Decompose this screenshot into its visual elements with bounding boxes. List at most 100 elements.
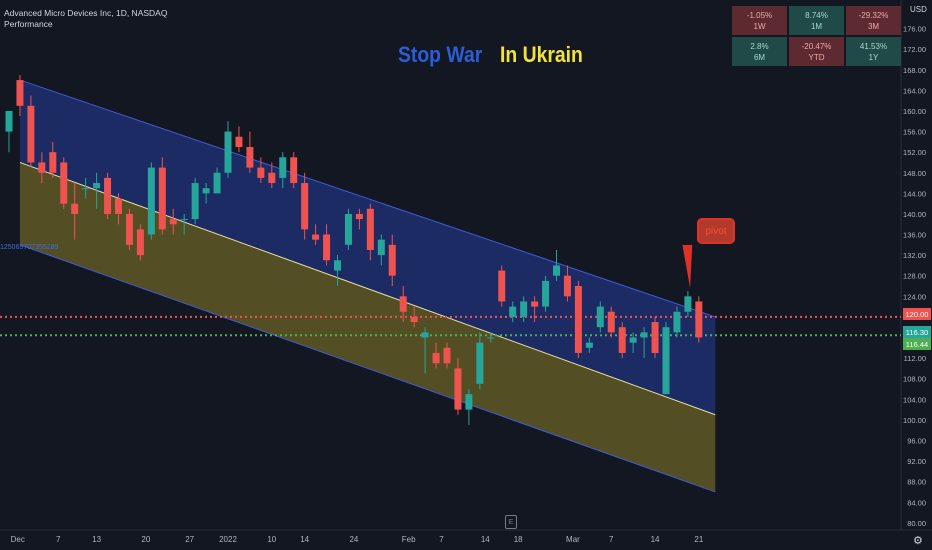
x-tick-label: 14 <box>481 535 490 544</box>
y-tick-label: 148.00 <box>903 169 926 178</box>
performance-table: -1.05% 1W 8.74% 1M -29.32% 3M 2.8% 6M -20.47… <box>732 6 901 66</box>
candle-body <box>158 167 166 230</box>
candle-body <box>323 234 331 261</box>
y-tick-label: 164.00 <box>903 86 926 95</box>
candle-body <box>38 162 46 173</box>
perf-cell-ytd: -20.47% YTD <box>789 37 844 66</box>
currency-label: USD <box>910 5 927 14</box>
events-icon[interactable]: E <box>505 515 517 529</box>
candle-body <box>246 147 254 168</box>
candle-body <box>443 347 451 364</box>
x-tick-label: 21 <box>694 535 703 544</box>
y-tick-label: 92.00 <box>907 457 926 466</box>
x-tick-label: 27 <box>185 535 194 544</box>
perf-cell-6m: 2.8% 6M <box>732 37 787 66</box>
candle-body <box>115 198 122 214</box>
x-tick-label: 10 <box>267 535 276 544</box>
y-tick-label: 136.00 <box>903 231 926 240</box>
y-tick-label: 160.00 <box>903 107 926 116</box>
candle-body <box>432 352 440 364</box>
candle-body <box>563 275 571 297</box>
candle-body <box>27 105 35 163</box>
candle-body <box>596 306 604 328</box>
candle-body <box>531 301 539 307</box>
y-tick-label: 144.00 <box>903 189 926 198</box>
y-tick-label: 128.00 <box>903 272 926 281</box>
annotation-stop-war[interactable]: Stop War <box>398 42 483 67</box>
symbol-title: Advanced Micro Devices Inc, 1D, NASDAQ <box>4 8 168 18</box>
candle-body <box>618 327 626 353</box>
perf-cell-1y: 41.53% 1Y <box>846 37 901 66</box>
perf-cell-3m: -29.32% 3M <box>846 6 901 35</box>
x-tick-label: 20 <box>141 535 150 544</box>
price-tag-red-line: 120.00 <box>903 308 931 320</box>
candle-body <box>585 342 593 348</box>
candle-body <box>257 167 265 178</box>
candle-body <box>410 316 418 323</box>
perf-cell-1w: -1.05% 1W <box>732 6 787 35</box>
candle-body <box>60 162 68 204</box>
y-tick-label: 132.00 <box>903 251 926 260</box>
candle-body <box>224 131 232 173</box>
y-tick-label: 168.00 <box>903 66 926 75</box>
candle-body <box>640 332 648 338</box>
candle-body <box>399 296 407 312</box>
candle-body <box>104 177 112 214</box>
candle-body <box>93 183 101 189</box>
candle-body <box>366 208 374 250</box>
channel-upper-line <box>19 79 716 318</box>
channel-lower-line <box>19 244 716 493</box>
candle-body <box>202 188 210 194</box>
candle-body <box>5 110 13 132</box>
candle-body <box>388 244 396 276</box>
y-tick-label: 88.00 <box>907 478 926 487</box>
channel-lower-fill <box>19 162 716 492</box>
y-tick-label: 100.00 <box>903 416 926 425</box>
channel-middle-line <box>19 161 716 416</box>
candle-body <box>125 213 133 245</box>
gear-icon[interactable]: ⚙ <box>913 535 923 547</box>
candle-body <box>684 296 692 312</box>
x-tick-label: Dec <box>11 535 25 544</box>
candle-body <box>290 157 298 184</box>
y-tick-label: 104.00 <box>903 395 926 404</box>
y-tick-label: 80.00 <box>907 519 926 528</box>
y-tick-label: 140.00 <box>903 210 926 219</box>
pivot-pointer <box>682 245 693 288</box>
annotation-in-ukrain[interactable]: In Ukrain <box>500 42 583 67</box>
candle-body <box>213 172 221 194</box>
x-tick-label: 2022 <box>219 535 237 544</box>
candle-body <box>465 394 473 410</box>
candle-body <box>377 239 385 256</box>
y-tick-label: 96.00 <box>907 436 926 445</box>
x-tick-label: 24 <box>349 535 358 544</box>
candle-body <box>355 213 363 220</box>
candle-body <box>312 234 320 240</box>
y-tick-label: 172.00 <box>903 45 926 54</box>
y-tick-label: 156.00 <box>903 128 926 137</box>
regression-label: 125069707355289 <box>0 244 59 251</box>
x-tick-label: 13 <box>92 535 101 544</box>
x-tick-label: Mar <box>566 535 580 544</box>
y-tick-label: 152.00 <box>903 148 926 157</box>
candle-body <box>180 219 188 221</box>
candle-body <box>16 80 24 106</box>
x-tick-label: 14 <box>651 535 660 544</box>
candle-body <box>191 183 199 220</box>
candle-body <box>301 183 309 230</box>
pivot-callout[interactable]: pivot <box>697 218 735 244</box>
candle-body <box>673 311 681 333</box>
perf-cell-1m: 8.74% 1M <box>789 6 844 35</box>
candle-body <box>509 306 517 317</box>
x-tick-label: 7 <box>609 535 614 544</box>
candle-body <box>268 172 276 184</box>
x-tick-label: Feb <box>402 535 416 544</box>
candle-body <box>147 167 155 235</box>
candle-body <box>498 270 506 302</box>
candle-body <box>574 286 582 353</box>
candle-body <box>169 219 177 225</box>
y-tick-label: 124.00 <box>903 292 926 301</box>
candle-body <box>136 229 144 256</box>
candle-body <box>71 203 79 214</box>
